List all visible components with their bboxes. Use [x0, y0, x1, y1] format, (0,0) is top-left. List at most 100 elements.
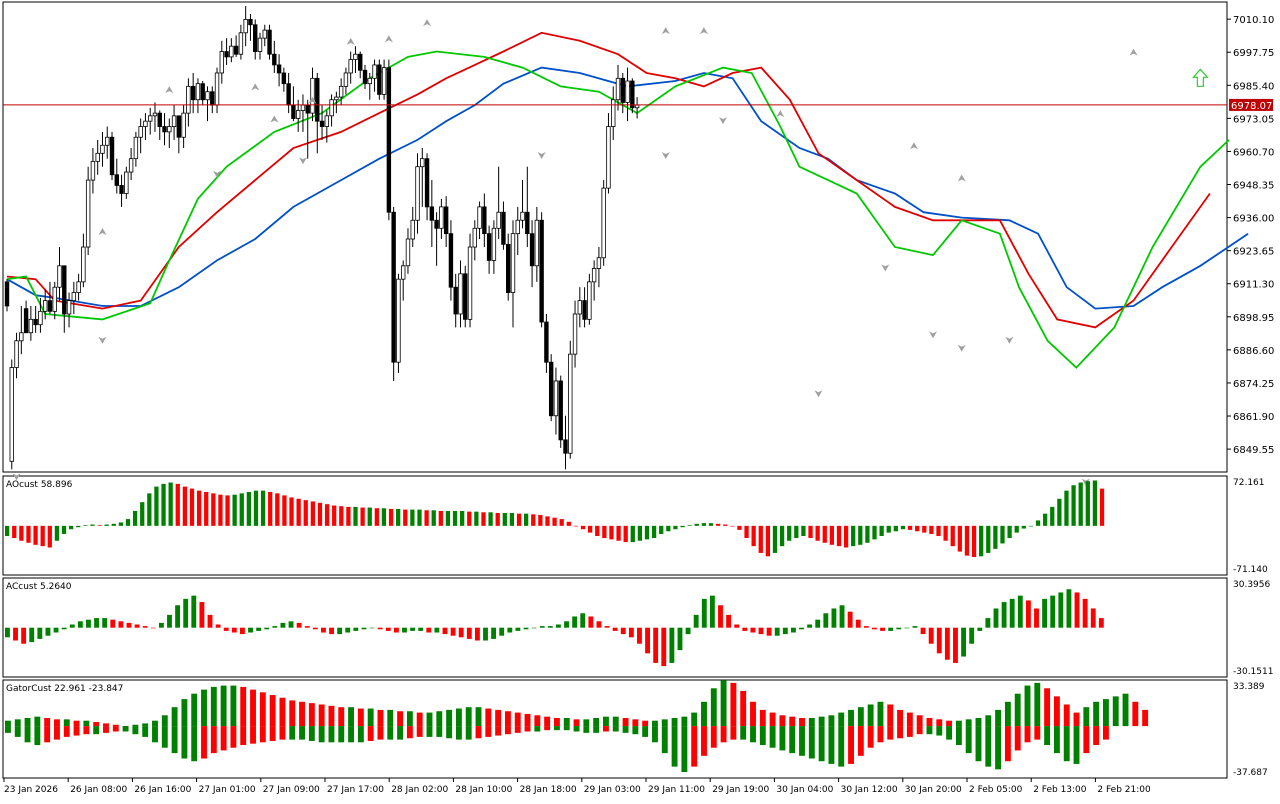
candle[interactable] [243, 6, 248, 47]
candle[interactable] [128, 147, 134, 181]
candle[interactable] [396, 273, 401, 373]
candle[interactable] [143, 113, 148, 140]
candle[interactable] [434, 212, 439, 266]
candle[interactable] [548, 354, 554, 422]
candle[interactable] [23, 300, 29, 334]
candle[interactable] [591, 260, 597, 301]
candle[interactable] [563, 415, 568, 470]
candle[interactable] [486, 225, 492, 274]
candle[interactable] [510, 220, 516, 328]
candle[interactable] [105, 126, 110, 159]
candle[interactable] [148, 107, 153, 135]
candle[interactable] [4, 279, 10, 312]
candle[interactable] [186, 78, 191, 127]
candle[interactable] [458, 260, 463, 328]
candle[interactable] [625, 67, 630, 122]
candle[interactable] [343, 67, 349, 95]
candle[interactable] [577, 287, 583, 328]
candle[interactable] [353, 46, 358, 73]
candle[interactable] [529, 220, 535, 288]
candle[interactable] [19, 305, 24, 355]
candle[interactable] [38, 297, 43, 333]
candle[interactable] [152, 102, 158, 132]
candle[interactable] [439, 198, 444, 240]
candle[interactable] [391, 206, 396, 381]
candle[interactable] [482, 193, 487, 248]
candle[interactable] [400, 260, 406, 301]
candle[interactable] [47, 281, 53, 314]
candle[interactable] [501, 201, 506, 250]
candle[interactable] [324, 110, 330, 143]
candle[interactable] [420, 147, 425, 207]
candle[interactable] [606, 113, 611, 194]
candle[interactable] [119, 174, 124, 207]
candle[interactable] [587, 273, 592, 325]
candle[interactable] [467, 233, 473, 328]
candle[interactable] [372, 59, 377, 92]
candle[interactable] [276, 54, 282, 87]
candle[interactable] [267, 24, 272, 60]
candle[interactable] [429, 180, 435, 248]
candle[interactable] [176, 115, 182, 154]
candle[interactable] [338, 78, 344, 106]
candle[interactable] [334, 91, 339, 114]
candle[interactable] [630, 78, 635, 114]
candle[interactable] [515, 206, 520, 256]
candle[interactable] [448, 220, 454, 301]
candle[interactable] [463, 265, 468, 328]
candle[interactable] [568, 340, 573, 459]
candle[interactable] [9, 359, 14, 470]
candle[interactable] [162, 113, 167, 146]
candle[interactable] [601, 180, 606, 266]
candle[interactable] [582, 287, 587, 328]
candle[interactable] [477, 201, 482, 240]
candle[interactable] [544, 313, 549, 373]
candle[interactable] [248, 14, 253, 41]
candle[interactable] [90, 147, 96, 194]
candle[interactable] [138, 118, 143, 154]
candle[interactable] [534, 206, 540, 282]
candle[interactable] [124, 166, 129, 199]
candle[interactable] [52, 281, 57, 320]
candle[interactable] [405, 228, 411, 274]
candle[interactable] [615, 64, 621, 111]
candle[interactable] [520, 180, 525, 229]
candle[interactable] [100, 131, 105, 167]
candle[interactable] [329, 94, 334, 127]
candle[interactable] [491, 220, 497, 274]
candle[interactable] [219, 40, 225, 84]
candle[interactable] [81, 233, 86, 288]
candle[interactable] [262, 24, 267, 47]
candle[interactable] [171, 105, 177, 140]
candle[interactable] [133, 131, 139, 167]
candle[interactable] [71, 281, 77, 314]
buy-arrow-icon[interactable] [1192, 68, 1209, 87]
candle[interactable] [315, 72, 320, 154]
candle[interactable] [114, 158, 119, 194]
candle[interactable] [109, 131, 115, 181]
candle[interactable] [233, 35, 239, 57]
candle[interactable] [558, 375, 563, 448]
candle[interactable] [410, 206, 415, 248]
candle[interactable] [386, 59, 392, 221]
candle[interactable] [33, 305, 38, 333]
candle[interactable] [195, 78, 201, 114]
candle[interactable] [367, 72, 372, 100]
candle[interactable] [181, 105, 186, 148]
candle[interactable] [281, 67, 287, 92]
candle[interactable] [238, 24, 244, 60]
candle[interactable] [229, 38, 234, 63]
candle[interactable] [95, 139, 100, 175]
candle[interactable] [506, 233, 511, 301]
candle[interactable] [525, 166, 530, 248]
candle[interactable] [443, 196, 449, 248]
candle[interactable] [76, 273, 81, 301]
candle[interactable] [596, 247, 602, 288]
candle[interactable] [85, 166, 91, 256]
candle[interactable] [453, 273, 458, 328]
candle[interactable] [620, 72, 625, 114]
candle[interactable] [496, 166, 501, 240]
candle[interactable] [539, 212, 544, 328]
candle[interactable] [167, 118, 172, 148]
